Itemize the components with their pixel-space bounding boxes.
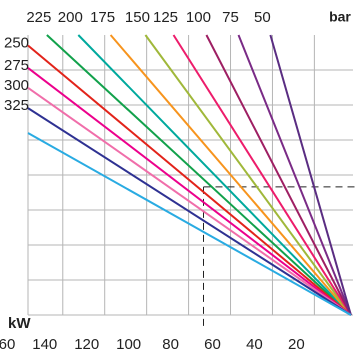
series-label: 175 — [90, 9, 115, 26]
x-tick-label: 120 — [74, 336, 99, 353]
series-label: 150 — [125, 9, 150, 26]
series-label: 275 — [4, 57, 29, 74]
series-line — [144, 34, 352, 316]
series-line — [77, 34, 352, 316]
series-line — [27, 44, 352, 316]
series-label: 300 — [4, 77, 29, 94]
series-line — [27, 132, 352, 316]
series-line — [172, 34, 352, 316]
series-label: 325 — [4, 97, 29, 114]
series-line — [46, 34, 352, 316]
series-label: 125 — [153, 9, 178, 26]
series-label: 50 — [254, 9, 271, 26]
series-label: 225 — [26, 9, 51, 26]
x-tick-label: 20 — [288, 336, 305, 353]
series-line — [27, 87, 352, 316]
series-line — [237, 34, 352, 316]
series-line — [27, 107, 352, 316]
series-line — [205, 34, 352, 316]
x-tick-label: 60 — [204, 336, 221, 353]
series-label: 75 — [222, 9, 239, 26]
x-tick-label: 140 — [32, 336, 57, 353]
series-label: 250 — [4, 34, 29, 51]
series-line — [109, 34, 352, 316]
x-unit-label: kW — [8, 315, 31, 332]
series-label: 100 — [186, 9, 211, 26]
x-tick-label: 40 — [246, 336, 263, 353]
x-tick-label: 160 — [0, 336, 15, 353]
series-unit-label: bar — [329, 9, 351, 25]
series-line — [27, 67, 352, 316]
series-line — [269, 34, 352, 316]
x-tick-label: 100 — [116, 336, 141, 353]
series-label: 200 — [58, 9, 83, 26]
x-tick-label: 80 — [162, 336, 179, 353]
